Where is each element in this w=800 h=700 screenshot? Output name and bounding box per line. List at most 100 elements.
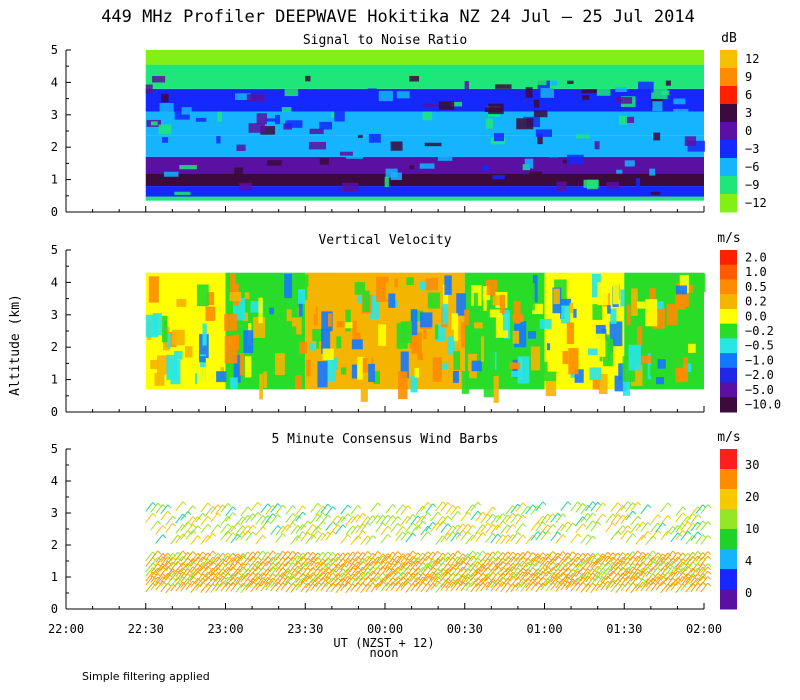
wind-barb — [420, 531, 429, 541]
snr-cell — [246, 94, 265, 102]
wind-barb-flag — [632, 562, 637, 567]
wind-barb-flag — [262, 535, 267, 539]
vv-cell — [649, 365, 653, 376]
colorbar-label: 0 — [745, 124, 752, 138]
vv-cell — [297, 289, 306, 304]
wind-barb — [675, 558, 684, 568]
snr-cell — [174, 111, 190, 120]
wind-barb-flag — [187, 557, 192, 562]
wind-barb-flag — [252, 531, 257, 536]
wind-barb-flag — [617, 558, 622, 563]
wind-barb — [225, 512, 234, 522]
colorbar-swatch — [720, 176, 737, 195]
x-tick-label: 00:30 — [447, 622, 483, 636]
wind-barb — [590, 552, 599, 563]
wind-barb — [385, 581, 394, 592]
wind-barb — [305, 524, 314, 534]
wind-barb — [185, 505, 194, 515]
wind-barb-flag — [547, 530, 552, 535]
wind-barb — [520, 568, 529, 578]
vv-cell — [456, 293, 466, 316]
wind-barb — [425, 576, 434, 587]
wind-barb-flag — [707, 570, 712, 575]
wind-barb-flag — [312, 583, 317, 587]
wind-barb-flag — [617, 514, 622, 518]
wind-barb — [315, 532, 324, 543]
wind-barb — [215, 571, 224, 582]
wind-barb-flag — [272, 504, 277, 509]
wind-barb — [525, 534, 534, 545]
wind-barb-flag — [457, 550, 462, 555]
wind-barb — [220, 523, 229, 534]
wind-barb — [690, 521, 699, 532]
wind-barb — [390, 555, 399, 566]
wind-barb — [270, 581, 279, 592]
wind-barb — [270, 525, 279, 535]
wind-barb-flag — [297, 551, 302, 556]
wind-barb-flag — [272, 577, 277, 582]
wind-barb — [475, 563, 484, 574]
wind-barb — [195, 556, 204, 567]
wind-barb — [280, 561, 289, 571]
wind-barb — [460, 573, 469, 583]
wind-barb-flag — [307, 582, 312, 587]
wind-barb — [340, 575, 349, 586]
snr-cell — [485, 118, 494, 129]
wind-barb — [610, 530, 619, 541]
vv-cell — [665, 373, 670, 388]
wind-barb — [235, 562, 244, 573]
wind-barb-flag — [192, 505, 197, 510]
wind-barb — [390, 566, 399, 577]
colorbar-label: 6 — [745, 88, 752, 102]
wind-barb-flag — [567, 501, 572, 506]
wind-barb — [595, 513, 604, 524]
wind-barb — [675, 576, 684, 586]
wind-barb — [235, 575, 244, 586]
snr-cell — [620, 97, 633, 104]
wind-barb — [475, 566, 484, 576]
vv-cell — [610, 308, 617, 324]
wind-barb-flag — [262, 550, 267, 555]
wind-barb — [340, 504, 349, 515]
vv-cell — [429, 327, 435, 345]
wind-barb — [595, 570, 604, 581]
snr-cell — [391, 127, 397, 132]
wind-barb — [450, 572, 459, 583]
wind-barb — [510, 571, 519, 582]
wind-barb-flag — [557, 576, 562, 580]
snr-cell — [378, 90, 393, 102]
wind-barb-flag — [682, 506, 687, 511]
colorbar-swatch — [720, 279, 737, 295]
wind-barb — [525, 557, 534, 568]
wind-barb — [425, 503, 434, 514]
snr-cell — [424, 142, 442, 147]
wind-barb-flag — [387, 525, 392, 530]
wind-barb — [180, 521, 189, 532]
wind-barb — [300, 575, 309, 586]
wind-barb-flag — [512, 512, 517, 517]
snr-cell — [305, 75, 311, 82]
wind-barb — [195, 562, 204, 572]
wind-barb — [170, 551, 179, 562]
wind-barb-flag — [317, 513, 322, 518]
wind-barb — [465, 504, 474, 514]
wind-barb — [160, 552, 169, 563]
wind-barb — [280, 576, 289, 586]
wind-barb — [625, 551, 634, 561]
vv-cell — [442, 284, 449, 309]
wind-barb — [415, 505, 424, 516]
wind-barb — [465, 555, 474, 566]
vv-cell — [284, 273, 293, 299]
wind-barb-flag — [427, 573, 432, 578]
wind-barb — [595, 555, 604, 566]
wind-barb-flag — [302, 511, 307, 516]
wind-barb — [160, 572, 169, 583]
wind-barb — [455, 573, 464, 584]
wind-barb — [435, 552, 444, 563]
snr-cell — [594, 141, 600, 150]
wind-barb — [240, 568, 249, 578]
wind-barb-flag — [217, 524, 222, 529]
wind-barb — [235, 582, 244, 593]
wind-barb — [385, 563, 394, 573]
vv-cell — [622, 369, 631, 396]
